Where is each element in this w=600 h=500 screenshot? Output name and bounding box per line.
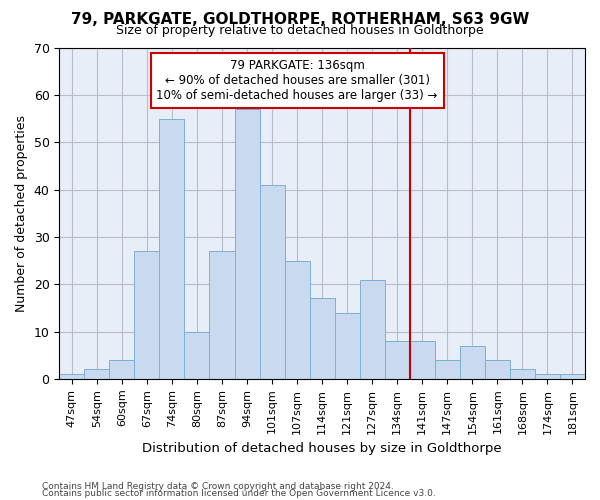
Bar	[284, 260, 310, 379]
Bar	[560, 374, 585, 379]
Bar	[535, 374, 560, 379]
Bar	[209, 251, 235, 379]
Text: 79, PARKGATE, GOLDTHORPE, ROTHERHAM, S63 9GW: 79, PARKGATE, GOLDTHORPE, ROTHERHAM, S63…	[71, 12, 529, 28]
Bar	[235, 109, 260, 379]
Bar	[510, 370, 535, 379]
Text: Contains public sector information licensed under the Open Government Licence v3: Contains public sector information licen…	[42, 489, 436, 498]
Bar	[184, 332, 209, 379]
Bar	[310, 298, 335, 379]
Bar	[460, 346, 485, 379]
Bar	[160, 118, 184, 379]
X-axis label: Distribution of detached houses by size in Goldthorpe: Distribution of detached houses by size …	[142, 442, 502, 455]
Bar	[85, 370, 109, 379]
Bar	[435, 360, 460, 379]
Bar	[359, 280, 385, 379]
Bar	[385, 341, 410, 379]
Bar	[410, 341, 435, 379]
Text: Size of property relative to detached houses in Goldthorpe: Size of property relative to detached ho…	[116, 24, 484, 37]
Bar	[485, 360, 510, 379]
Bar	[109, 360, 134, 379]
Y-axis label: Number of detached properties: Number of detached properties	[15, 114, 28, 312]
Text: Contains HM Land Registry data © Crown copyright and database right 2024.: Contains HM Land Registry data © Crown c…	[42, 482, 394, 491]
Bar	[59, 374, 85, 379]
Bar	[134, 251, 160, 379]
Bar	[335, 312, 359, 379]
Bar	[260, 185, 284, 379]
Text: 79 PARKGATE: 136sqm
← 90% of detached houses are smaller (301)
10% of semi-detac: 79 PARKGATE: 136sqm ← 90% of detached ho…	[157, 60, 438, 102]
